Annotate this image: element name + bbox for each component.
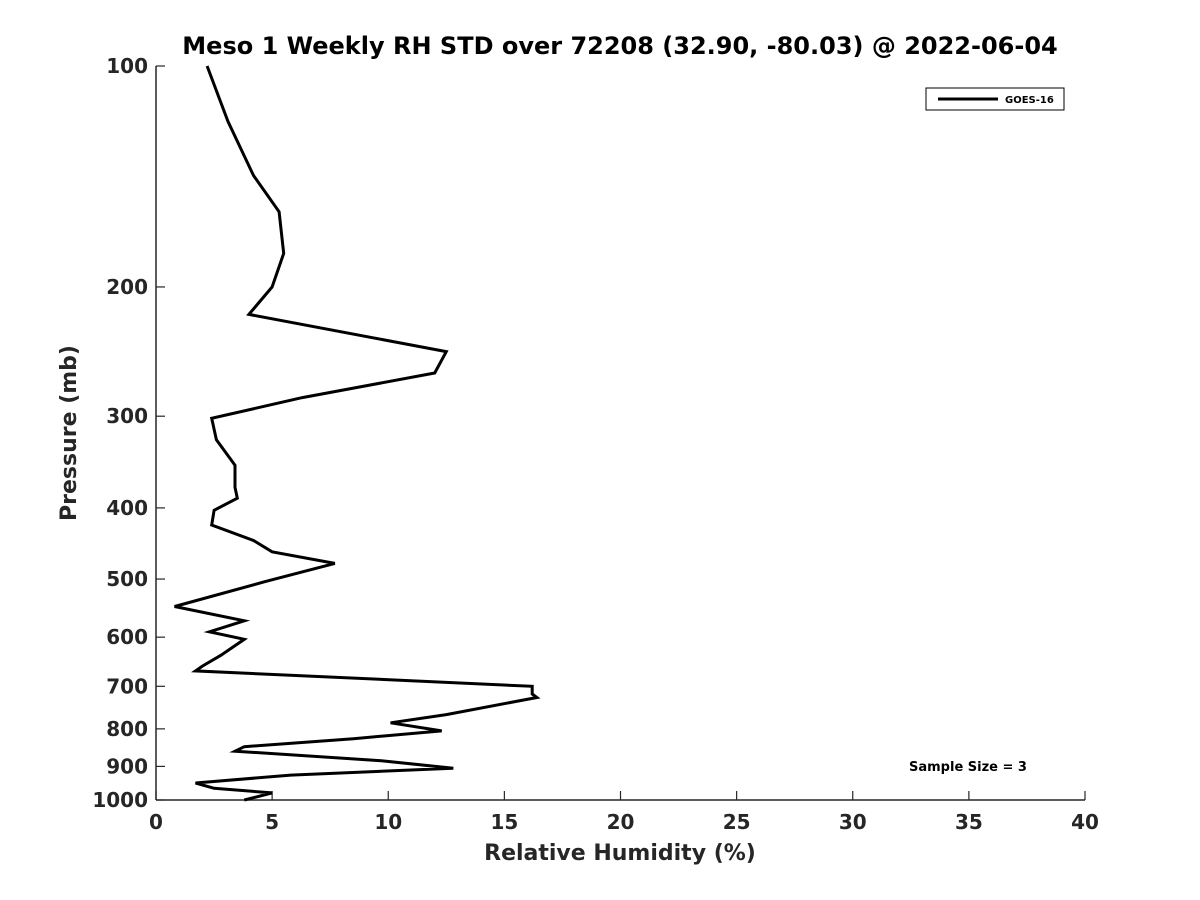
y-tick-label: 100	[106, 54, 148, 78]
sample-size-annotation: Sample Size = 3	[909, 760, 1027, 775]
x-tick-label: 35	[955, 810, 983, 834]
x-tick-label: 5	[265, 810, 279, 834]
legend: GOES-16	[925, 87, 1065, 111]
chart-title: Meso 1 Weekly RH STD over 72208 (32.90, …	[182, 32, 1057, 60]
x-tick-label: 30	[839, 810, 867, 834]
y-ticks: 100 200 300 400 500 600 700 800 900 1000	[92, 54, 165, 812]
y-axis-label: Pressure (mb)	[57, 345, 82, 521]
x-tick-label: 25	[723, 810, 751, 834]
y-tick-label: 900	[106, 754, 148, 778]
x-tick-label: 20	[607, 810, 635, 834]
series-line-goes-16	[174, 65, 541, 802]
y-tick-label: 1000	[92, 788, 148, 812]
x-tick-label: 15	[490, 810, 518, 834]
y-tick-label: 200	[106, 275, 148, 299]
x-ticks: 0 5 10 15 20 25 30 35 40	[149, 791, 1099, 834]
series-layer	[174, 65, 541, 802]
y-tick-label: 600	[106, 625, 148, 649]
x-tick-label: 10	[374, 810, 402, 834]
legend-entry-label: GOES-16	[1005, 95, 1054, 106]
y-tick-label: 400	[106, 496, 148, 520]
y-tick-label: 800	[106, 717, 148, 741]
x-tick-label: 40	[1071, 810, 1099, 834]
y-tick-label: 300	[106, 404, 148, 428]
x-axis-label: Relative Humidity (%)	[484, 841, 756, 866]
x-tick-label: 0	[149, 810, 163, 834]
y-tick-label: 500	[106, 567, 148, 591]
y-tick-label: 700	[106, 674, 148, 698]
